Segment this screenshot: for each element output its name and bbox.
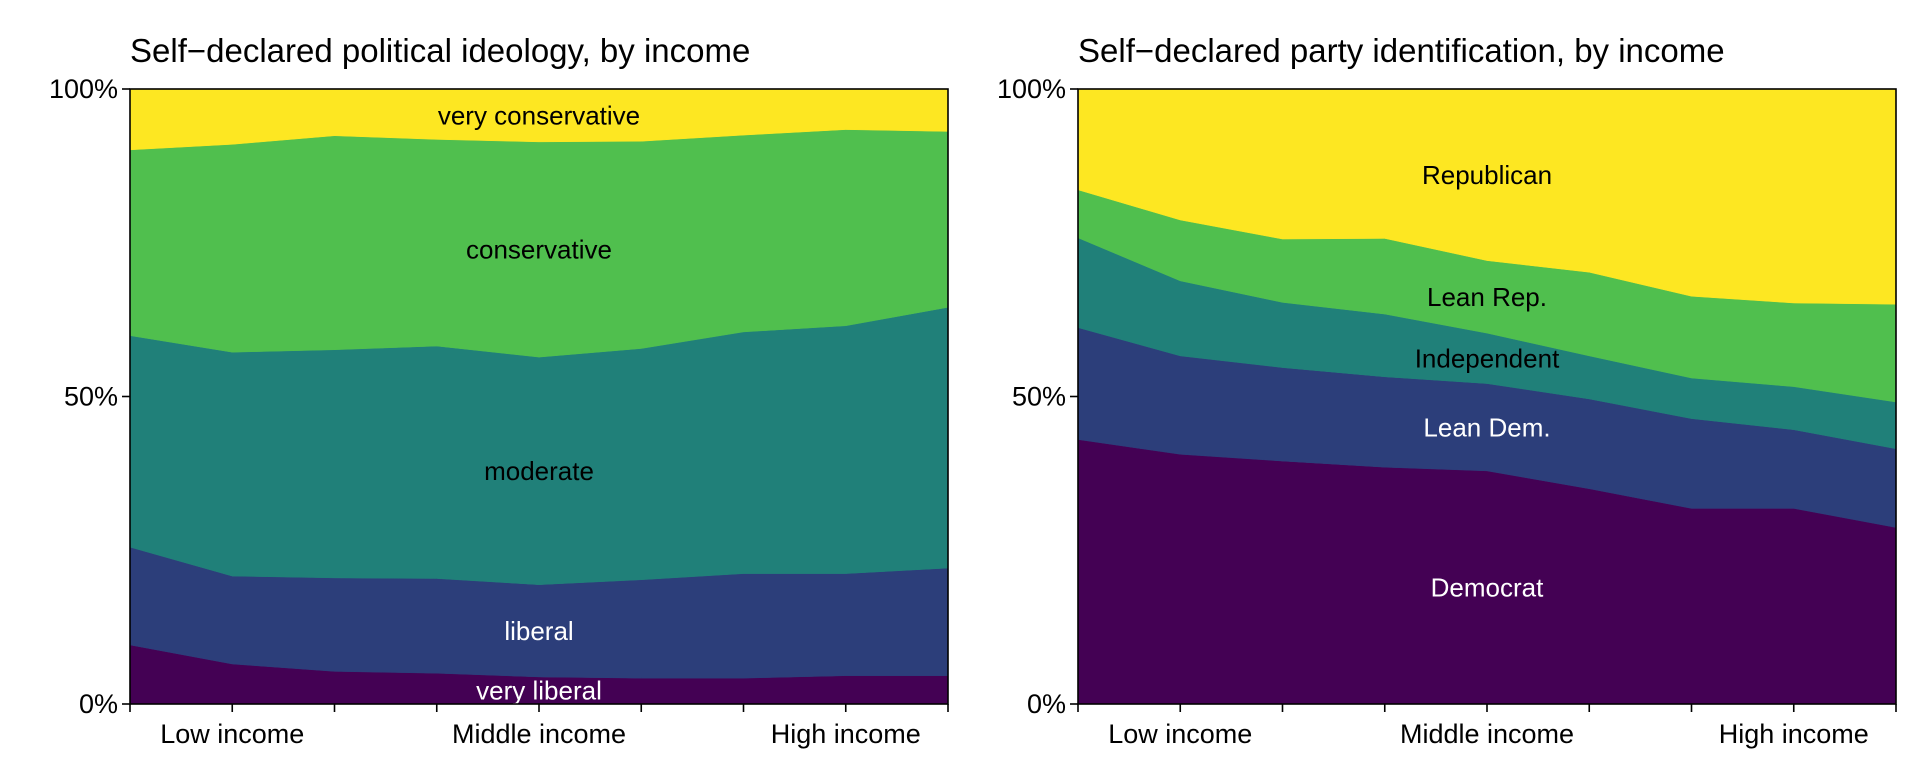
party-x-tick-label: Low income: [1108, 719, 1252, 749]
ideology-label-very-liberal: very liberal: [476, 675, 602, 705]
party-chart: Self−declared party identification, by i…: [997, 32, 1897, 749]
ideology-x-tick-label: Middle income: [452, 719, 626, 749]
party-x-axis: Low income Middle income High income: [1077, 704, 1897, 749]
party-areas: [1077, 88, 1897, 705]
party-label-republican: Republican: [1422, 160, 1552, 190]
ideology-area-labels: very liberal liberal moderate conservative v…: [438, 100, 640, 705]
ideology-y-tick-label: 50%: [64, 382, 118, 412]
ideology-x-tick-label: High income: [771, 719, 921, 749]
party-chart-title: Self−declared party identification, by i…: [1078, 32, 1725, 69]
party-y-tick-label: 50%: [1012, 382, 1066, 412]
party-label-democrat: Democrat: [1431, 572, 1544, 602]
ideology-areas: [129, 88, 949, 705]
party-label-lean-dem: Lean Dem.: [1423, 412, 1550, 442]
ideology-label-conservative: conservative: [466, 235, 612, 265]
ideology-label-very-conservative: very conservative: [438, 100, 640, 130]
ideology-label-moderate: moderate: [484, 456, 594, 486]
ideology-x-tick-label: Low income: [160, 719, 304, 749]
ideology-y-tick-label: 0%: [79, 689, 118, 719]
party-y-axis: 0% 50% 100%: [997, 74, 1078, 719]
ideology-chart: Self−declared political ideology, by inc…: [49, 32, 949, 749]
party-label-independent: Independent: [1415, 343, 1560, 373]
ideology-y-tick-label: 100%: [49, 74, 118, 104]
ideology-chart-title: Self−declared political ideology, by inc…: [130, 32, 750, 69]
party-y-tick-label: 0%: [1027, 689, 1066, 719]
party-x-tick-label: High income: [1719, 719, 1869, 749]
ideology-label-liberal: liberal: [504, 616, 573, 646]
party-y-tick-label: 100%: [997, 74, 1066, 104]
ideology-y-axis: 0% 50% 100%: [49, 74, 130, 719]
party-x-tick-label: Middle income: [1400, 719, 1574, 749]
ideology-x-axis: Low income Middle income High income: [129, 704, 949, 749]
party-label-lean-rep: Lean Rep.: [1427, 282, 1547, 312]
party-area-labels: Democrat Lean Dem. Independent Lean Rep. Rep…: [1415, 160, 1560, 603]
